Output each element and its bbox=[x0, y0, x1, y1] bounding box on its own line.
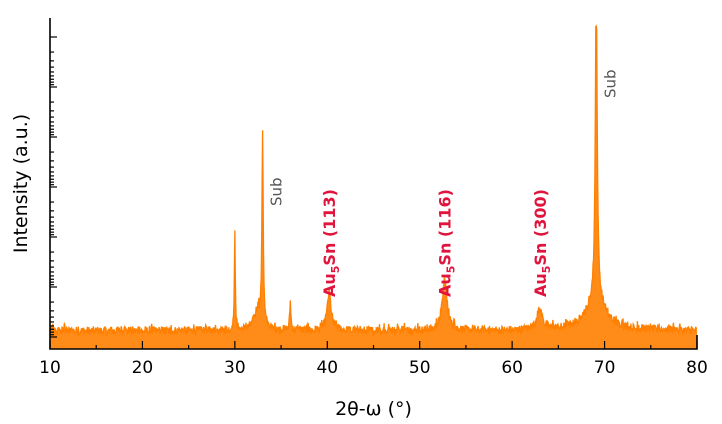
x-tick-label: 40 bbox=[316, 358, 338, 378]
substrate-peak-label: Sub bbox=[268, 177, 286, 206]
x-axis-title: 2θ-ω (°) bbox=[335, 398, 412, 420]
phase-peak-label: Au5Sn (113) bbox=[320, 189, 342, 297]
y-axis-title: Intensity (a.u.) bbox=[10, 114, 32, 253]
axes: 10 20 30 40 50 60 70 80 bbox=[39, 18, 708, 378]
x-tick-label: 80 bbox=[686, 358, 708, 378]
x-tick-label: 70 bbox=[594, 358, 616, 378]
x-tick-label: 30 bbox=[224, 358, 246, 378]
series-line bbox=[49, 24, 698, 338]
annotations: Sub Au5Sn (113) Au5Sn (116) Au5Sn (300) Sub bbox=[268, 69, 620, 297]
plot-area bbox=[49, 24, 698, 349]
x-tick-label: 10 bbox=[39, 358, 61, 378]
phase-peak-label: Au5Sn (116) bbox=[436, 189, 458, 297]
x-tick-label: 20 bbox=[132, 358, 154, 378]
x-tick-label: 60 bbox=[501, 358, 523, 378]
series-area bbox=[50, 26, 697, 349]
phase-peak-label: Au5Sn (300) bbox=[531, 189, 553, 297]
substrate-peak-label: Sub bbox=[601, 69, 619, 98]
x-tick-label: 50 bbox=[409, 358, 431, 378]
